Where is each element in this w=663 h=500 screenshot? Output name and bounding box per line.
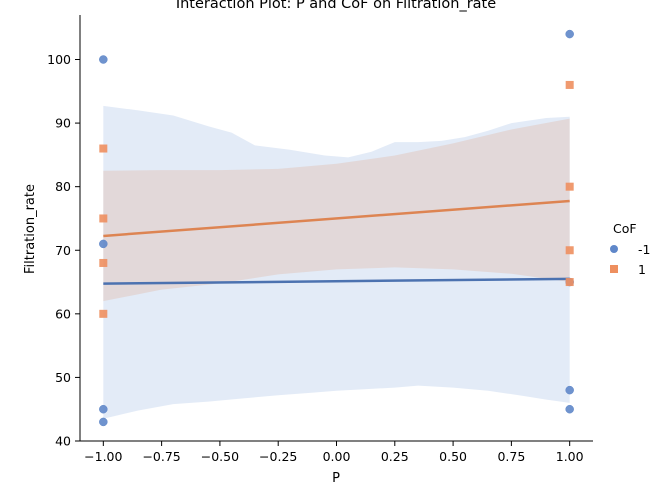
x-tick-label: −1.00: [84, 449, 122, 464]
y-ticks: 40 50 60 70 80 90 100: [47, 52, 80, 449]
point-neg1-4: [565, 29, 574, 39]
axes: −1.00 −0.75 −0.50 −0.25 0.00 0.25 0.50 0.75 1.00…: [47, 15, 593, 464]
y-tick-label: 70: [55, 243, 71, 258]
legend-label: 1: [638, 262, 646, 277]
legend-marker-pos1: [610, 265, 618, 273]
legend-marker-neg1: [610, 245, 618, 253]
y-tick-label: 40: [55, 434, 71, 449]
x-tick-label: 0.75: [497, 449, 525, 464]
point-pos1-4: [565, 80, 574, 89]
x-tick-label: −0.75: [142, 449, 180, 464]
point-pos1-7: [565, 278, 574, 287]
point-pos1-1: [99, 214, 108, 223]
legend: CoF -11: [610, 221, 650, 277]
x-tick-label: 0.00: [323, 449, 351, 464]
data-points: [99, 29, 574, 427]
fit-line-neg1: [103, 277, 570, 285]
point-neg1-3: [99, 417, 108, 427]
y-tick-label: 100: [47, 52, 71, 67]
y-tick-label: 50: [55, 370, 71, 385]
fit-line-pos1: [103, 199, 570, 238]
chart-title: Interaction Plot: P and CoF on Filtratio…: [176, 0, 496, 12]
point-neg1-1: [99, 239, 108, 249]
x-axis-label: P: [332, 471, 340, 486]
y-tick-label: 60: [55, 306, 71, 321]
x-ticks: −1.00 −0.75 −0.50 −0.25 0.00 0.25 0.50 0.75 1.00: [84, 441, 584, 464]
y-tick-label: 90: [55, 116, 71, 131]
x-tick-label: 1.00: [556, 449, 584, 464]
y-axis-label: Filtration_rate: [23, 184, 38, 274]
point-neg1-6: [565, 385, 574, 395]
x-tick-label: 0.50: [439, 449, 467, 464]
x-tick-label: −0.25: [259, 449, 297, 464]
confidence-bands: [103, 105, 570, 419]
point-neg1-7: [565, 404, 574, 414]
point-neg1-0: [99, 55, 108, 64]
ci-band-pos1: [103, 118, 570, 302]
x-tick-label: −0.50: [201, 449, 239, 464]
y-tick-label: 80: [55, 179, 71, 194]
point-pos1-0: [99, 144, 108, 153]
legend-label: -1: [638, 242, 650, 257]
legend-title: CoF: [613, 221, 637, 236]
point-pos1-6: [565, 246, 574, 255]
x-tick-label: 0.25: [381, 449, 409, 464]
point-pos1-3: [99, 309, 108, 318]
point-pos1-2: [99, 258, 108, 267]
ci-band-neg1: [103, 105, 570, 419]
point-pos1-5: [565, 182, 574, 191]
legend-items: -11: [610, 242, 650, 277]
regression-lines: [103, 199, 570, 285]
point-neg1-2: [99, 404, 108, 414]
